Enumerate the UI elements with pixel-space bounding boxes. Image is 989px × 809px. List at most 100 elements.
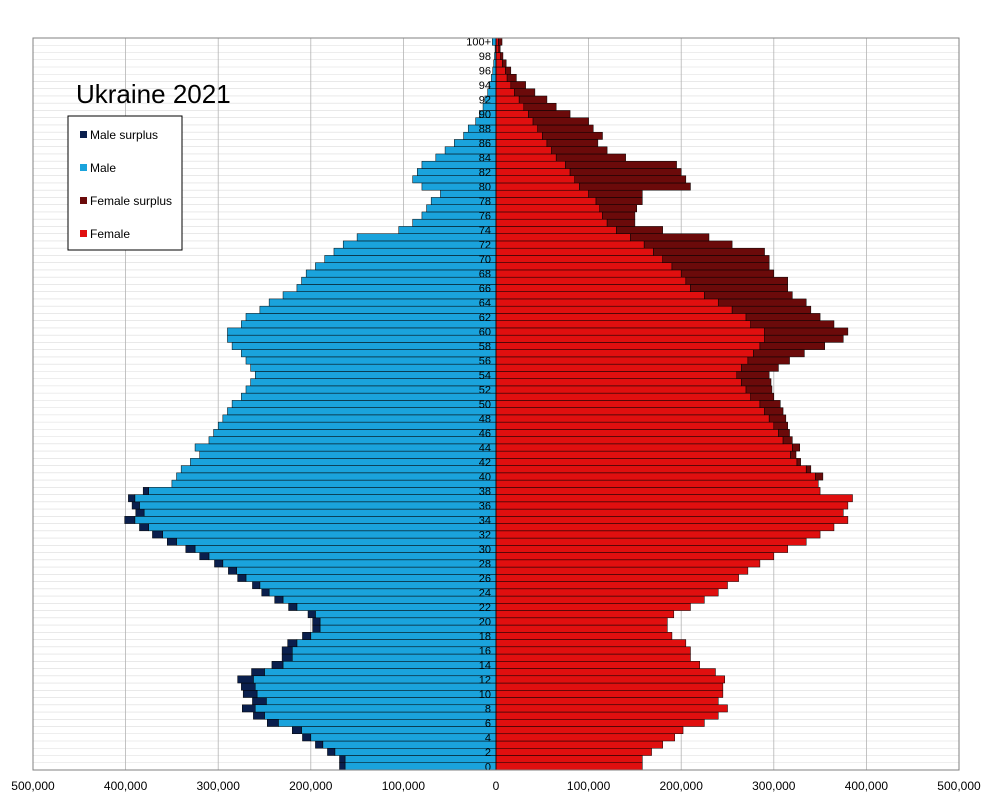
male-surplus-bar [315,740,324,749]
female-surplus-bar [528,110,571,118]
female-bar [495,595,705,604]
male-bar [254,682,497,691]
female-surplus-bar [764,407,784,416]
female-bar [495,545,788,553]
male-bar [344,762,497,771]
female-surplus-bar [790,450,797,459]
x-axis-ticks: 500,000 400,000 300,000 200,000 100,000 0 100,… [11,779,981,793]
male-bar [134,516,497,524]
female-bar [495,313,747,321]
male-bar [342,240,497,249]
male-bar [139,501,497,510]
age-label: 40 [479,471,491,483]
male-bar [315,610,497,619]
female-bar [495,37,499,46]
female-bar [495,334,765,343]
female-bar [495,378,742,387]
female-bar [495,139,548,147]
male-bar [268,298,497,307]
male-bar [282,291,497,300]
male-bar [296,639,497,648]
female-surplus-bar [792,443,800,452]
female-bar [495,566,749,575]
male-bar [194,545,497,553]
male-surplus-bar [271,661,284,669]
female-bar [495,160,566,169]
legend: Male surplus Male Female surplus Female [67,115,183,251]
age-label: 64 [479,298,491,310]
age-label: 28 [479,558,491,570]
female-surplus-bar [498,44,501,53]
age-labels: 0246810121416182022242628303234363840424… [466,37,491,774]
female-bar [495,719,705,727]
x-tick-label: 0 [493,779,500,793]
age-label: 34 [479,515,491,527]
female-surplus-bar [599,204,638,213]
female-bar [495,450,791,459]
female-surplus-bar [643,240,733,249]
male-bar [227,407,497,416]
male-surplus-bar [237,675,254,684]
female-bar [495,682,724,691]
female-bar [495,465,807,474]
male-surplus-bar [312,624,321,633]
male-surplus-bar [287,639,298,648]
male-surplus-bar [288,603,298,611]
female-bar [495,262,673,271]
female-bar [495,675,725,684]
male-surplus-bar [228,566,237,575]
female-bar [495,487,821,495]
age-label: 16 [479,645,491,657]
male-bar [296,284,497,292]
male-bar [282,661,497,669]
male-bar [301,276,497,285]
female-bar [495,559,761,568]
male-surplus-bar [267,719,279,727]
x-tick-label: 200,000 [660,779,704,793]
female-surplus-bar [523,102,557,111]
female-surplus-bar [518,95,548,104]
female-bar [495,153,557,162]
female-bar [495,66,506,75]
legend-label-male-surplus: Male surplus [90,128,158,142]
female-surplus-bar [595,197,643,205]
female-surplus-bar [680,269,775,278]
male-bar [491,73,497,82]
bars [124,37,853,771]
male-bar [268,588,497,597]
female-bar [495,327,765,336]
female-bar [495,197,597,205]
male-surplus-bar [251,668,265,677]
female-bar [495,392,751,401]
male-bar [148,523,497,532]
female-bar [495,363,742,372]
female-bar [495,697,719,706]
age-label: 54 [479,370,491,382]
female-bar [495,218,608,227]
age-label: 80 [479,182,491,194]
female-bar [495,690,724,698]
female-surplus-bar [782,436,793,445]
female-bar [495,95,520,104]
male-surplus-bar [327,748,336,756]
female-bar [495,501,849,510]
male-surplus-bar [292,726,302,735]
x-tick-label: 500,000 [11,779,55,793]
male-surplus-bar [307,610,316,619]
male-bar [208,436,497,445]
female-surplus-bar [690,284,788,292]
male-surplus-bar [339,762,346,771]
male-surplus-bar [167,537,177,546]
male-bar [492,66,497,75]
age-label: 84 [479,153,491,165]
age-label: 38 [479,486,491,498]
male-bar [227,327,497,336]
male-bar [259,305,497,314]
female-surplus-bar [759,400,781,408]
female-bar [495,726,684,735]
age-label: 86 [479,138,491,150]
legend-swatch-male-surplus [80,131,87,138]
female-bar [495,44,500,53]
age-label: 20 [479,616,491,628]
male-surplus-bar [214,559,224,568]
